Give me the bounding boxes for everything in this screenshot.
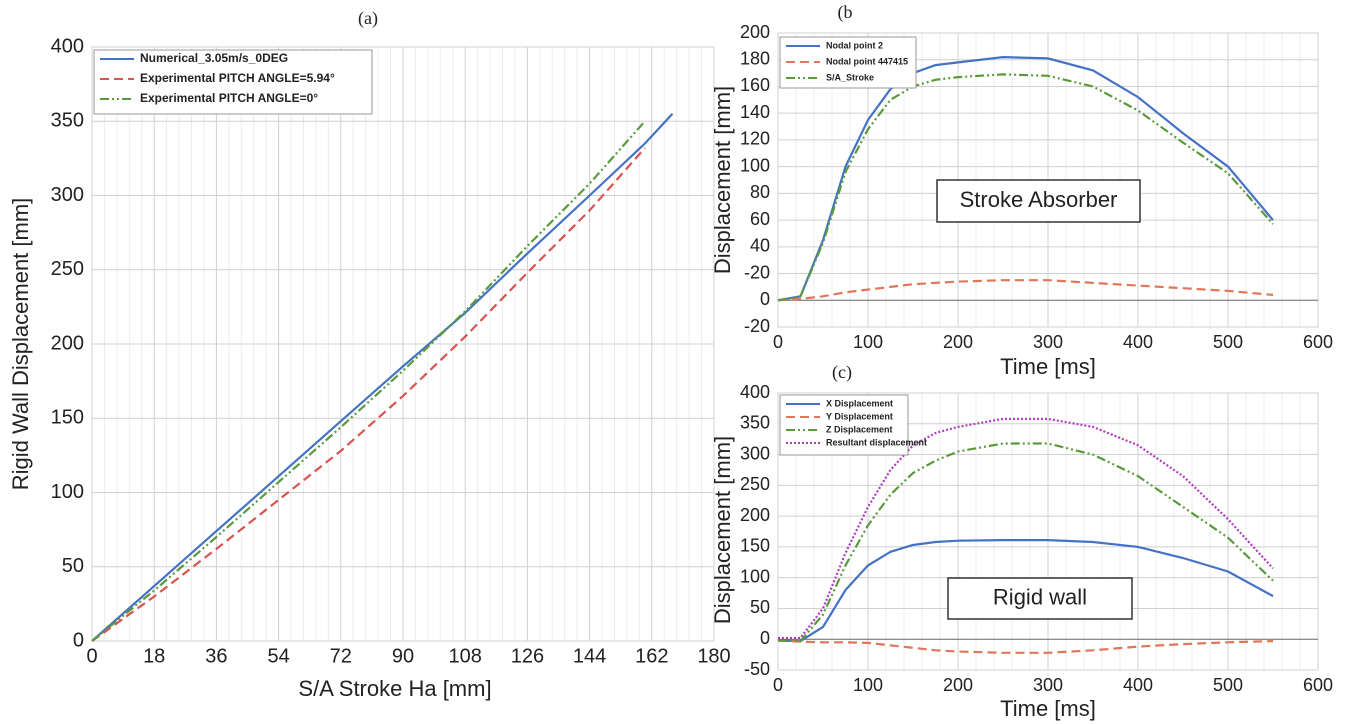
series-line bbox=[91, 120, 646, 642]
x-tick-label: 162 bbox=[635, 645, 668, 667]
series-line bbox=[777, 442, 1274, 643]
y-axis-label: Rigid Wall Displacement [mm] bbox=[8, 198, 33, 491]
y-tick-label: 150 bbox=[51, 407, 84, 429]
x-tick-label: 36 bbox=[205, 645, 227, 667]
x-tick-label: 600 bbox=[1303, 332, 1333, 352]
x-tick-label: 400 bbox=[1123, 675, 1153, 695]
y-tick-label: 350 bbox=[51, 110, 84, 132]
y-tick-label: 160 bbox=[740, 75, 770, 95]
y-axis-label: Displacement [mm] bbox=[710, 86, 735, 274]
x-tick-label: 90 bbox=[392, 645, 414, 667]
y-tick-label: 400 bbox=[740, 382, 770, 402]
y-tick-label: 100 bbox=[51, 481, 84, 503]
x-tick-label: 0 bbox=[773, 675, 783, 695]
y-tick-label: 200 bbox=[740, 22, 770, 42]
annotation-box bbox=[936, 179, 1141, 223]
y-tick-label: 100 bbox=[740, 566, 770, 586]
x-tick-label: 400 bbox=[1123, 332, 1153, 352]
x-tick-label: 500 bbox=[1213, 675, 1243, 695]
legend-label: Experimental PITCH ANGLE=5.94° bbox=[140, 71, 335, 85]
x-tick-label: 0 bbox=[86, 645, 97, 667]
legend-label: Y Displacement bbox=[826, 411, 893, 421]
chart-title: (a) bbox=[358, 8, 378, 29]
annotation: Stroke Absorber bbox=[960, 187, 1118, 212]
y-tick-label: 50 bbox=[62, 555, 84, 577]
x-tick-label: 0 bbox=[773, 332, 783, 352]
x-tick-label: 600 bbox=[1303, 675, 1333, 695]
x-axis-label: Time [ms] bbox=[1000, 354, 1096, 379]
y-tick-label: 150 bbox=[740, 536, 770, 556]
x-tick-label: 18 bbox=[143, 645, 165, 667]
legend-box bbox=[93, 49, 373, 115]
x-tick-label: 200 bbox=[943, 675, 973, 695]
series-line bbox=[777, 639, 1274, 654]
legend-label: Nodal point 447415 bbox=[826, 56, 908, 66]
y-tick-label: 100 bbox=[740, 155, 770, 175]
x-tick-label: 500 bbox=[1213, 332, 1243, 352]
series-line bbox=[777, 539, 1274, 643]
x-tick-label: 300 bbox=[1033, 332, 1063, 352]
x-tick-label: 300 bbox=[1033, 675, 1063, 695]
x-tick-label: 126 bbox=[511, 645, 544, 667]
series-line bbox=[777, 279, 1274, 302]
y-tick-label: 0 bbox=[73, 629, 84, 651]
y-tick-label: 40 bbox=[750, 236, 770, 256]
y-tick-label: 250 bbox=[740, 474, 770, 494]
y-tick-label: 140 bbox=[740, 102, 770, 122]
y-tick-label: -50 bbox=[744, 659, 770, 679]
y-tick-label: 180 bbox=[740, 48, 770, 68]
x-tick-label: 200 bbox=[943, 332, 973, 352]
legend-label: Experimental PITCH ANGLE=0° bbox=[140, 91, 318, 105]
y-tick-label: 400 bbox=[51, 35, 84, 57]
y-tick-label: 0 bbox=[760, 628, 770, 648]
x-tick-label: 144 bbox=[573, 645, 606, 667]
legend-label: Z Displacement bbox=[826, 424, 893, 434]
x-tick-label: 180 bbox=[697, 645, 730, 667]
y-tick-label: 60 bbox=[750, 209, 770, 229]
chart-title: (c) bbox=[832, 362, 852, 383]
x-axis-label: Time [ms] bbox=[1000, 696, 1096, 721]
y-tick-label: 300 bbox=[740, 443, 770, 463]
x-tick-label: 108 bbox=[449, 645, 482, 667]
x-tick-label: 72 bbox=[330, 645, 352, 667]
y-tick-label: 200 bbox=[51, 332, 84, 354]
series-line bbox=[777, 55, 1274, 302]
y-tick-label: 350 bbox=[740, 413, 770, 433]
legend-label: Nodal point 2 bbox=[826, 40, 883, 50]
y-tick-label: 120 bbox=[740, 129, 770, 149]
series-line bbox=[778, 417, 1274, 640]
chart-title: (b bbox=[838, 2, 853, 23]
y-tick-label: 80 bbox=[750, 182, 770, 202]
series-line bbox=[91, 113, 674, 642]
y-tick-label: -20 bbox=[744, 262, 770, 282]
legend-label: S/A_Stroke bbox=[826, 72, 874, 82]
y-tick-label: 50 bbox=[750, 597, 770, 617]
legend-label: Numerical_3.05m/s_0DEG bbox=[140, 51, 288, 65]
legend-label: Resultant displacement bbox=[826, 437, 927, 447]
annotation: Rigid wall bbox=[993, 584, 1087, 609]
y-tick-label: 300 bbox=[51, 184, 84, 206]
x-axis-label: S/A Stroke Ha [mm] bbox=[298, 676, 491, 701]
y-tick-label: 200 bbox=[740, 505, 770, 525]
y-axis-label: Displacement [mm] bbox=[710, 436, 735, 624]
legend-label: X Displacement bbox=[826, 398, 893, 408]
x-tick-label: 100 bbox=[853, 332, 883, 352]
series-line bbox=[91, 147, 646, 642]
y-tick-label: -20 bbox=[744, 316, 770, 336]
series-line bbox=[777, 73, 1274, 302]
x-tick-label: 54 bbox=[267, 645, 289, 667]
x-tick-label: 100 bbox=[853, 675, 883, 695]
annotation-box bbox=[947, 577, 1133, 620]
y-tick-label: 250 bbox=[51, 258, 84, 280]
y-tick-label: 0 bbox=[760, 289, 770, 309]
